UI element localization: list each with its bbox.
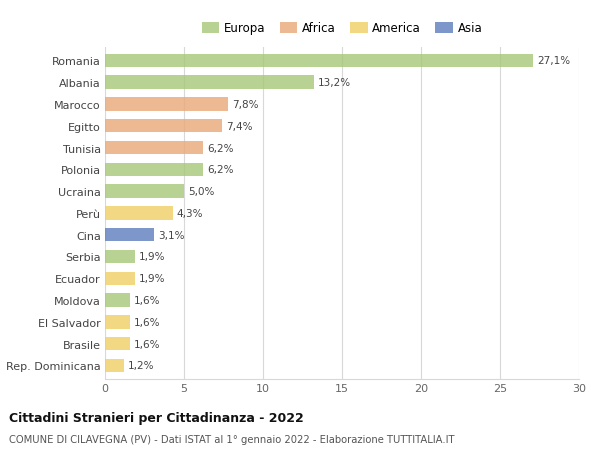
Bar: [105, 141, 203, 155]
Bar: [105, 229, 154, 242]
Bar: [105, 207, 173, 220]
Text: COMUNE DI CILAVEGNA (PV) - Dati ISTAT al 1° gennaio 2022 - Elaborazione TUTTITAL: COMUNE DI CILAVEGNA (PV) - Dati ISTAT al…: [9, 434, 455, 444]
Text: 27,1%: 27,1%: [537, 56, 570, 66]
Bar: [105, 163, 203, 177]
Bar: [105, 120, 222, 133]
Bar: [105, 272, 135, 285]
Bar: [105, 337, 130, 351]
Legend: Europa, Africa, America, Asia: Europa, Africa, America, Asia: [197, 18, 487, 40]
Text: 3,1%: 3,1%: [158, 230, 184, 240]
Text: 1,6%: 1,6%: [134, 296, 161, 305]
Text: 7,4%: 7,4%: [226, 122, 253, 131]
Bar: [105, 55, 533, 68]
Bar: [105, 359, 124, 372]
Text: 6,2%: 6,2%: [207, 143, 233, 153]
Bar: [105, 185, 184, 198]
Bar: [105, 76, 314, 90]
Bar: [105, 250, 135, 263]
Bar: [105, 315, 130, 329]
Text: 6,2%: 6,2%: [207, 165, 233, 175]
Bar: [105, 98, 228, 112]
Text: 1,6%: 1,6%: [134, 339, 161, 349]
Text: 13,2%: 13,2%: [317, 78, 350, 88]
Text: 5,0%: 5,0%: [188, 187, 214, 197]
Text: 7,8%: 7,8%: [232, 100, 259, 110]
Text: 1,9%: 1,9%: [139, 252, 166, 262]
Text: 4,3%: 4,3%: [177, 208, 203, 218]
Text: 1,9%: 1,9%: [139, 274, 166, 284]
Text: 1,6%: 1,6%: [134, 317, 161, 327]
Text: 1,2%: 1,2%: [128, 361, 154, 370]
Bar: [105, 294, 130, 307]
Text: Cittadini Stranieri per Cittadinanza - 2022: Cittadini Stranieri per Cittadinanza - 2…: [9, 411, 304, 424]
